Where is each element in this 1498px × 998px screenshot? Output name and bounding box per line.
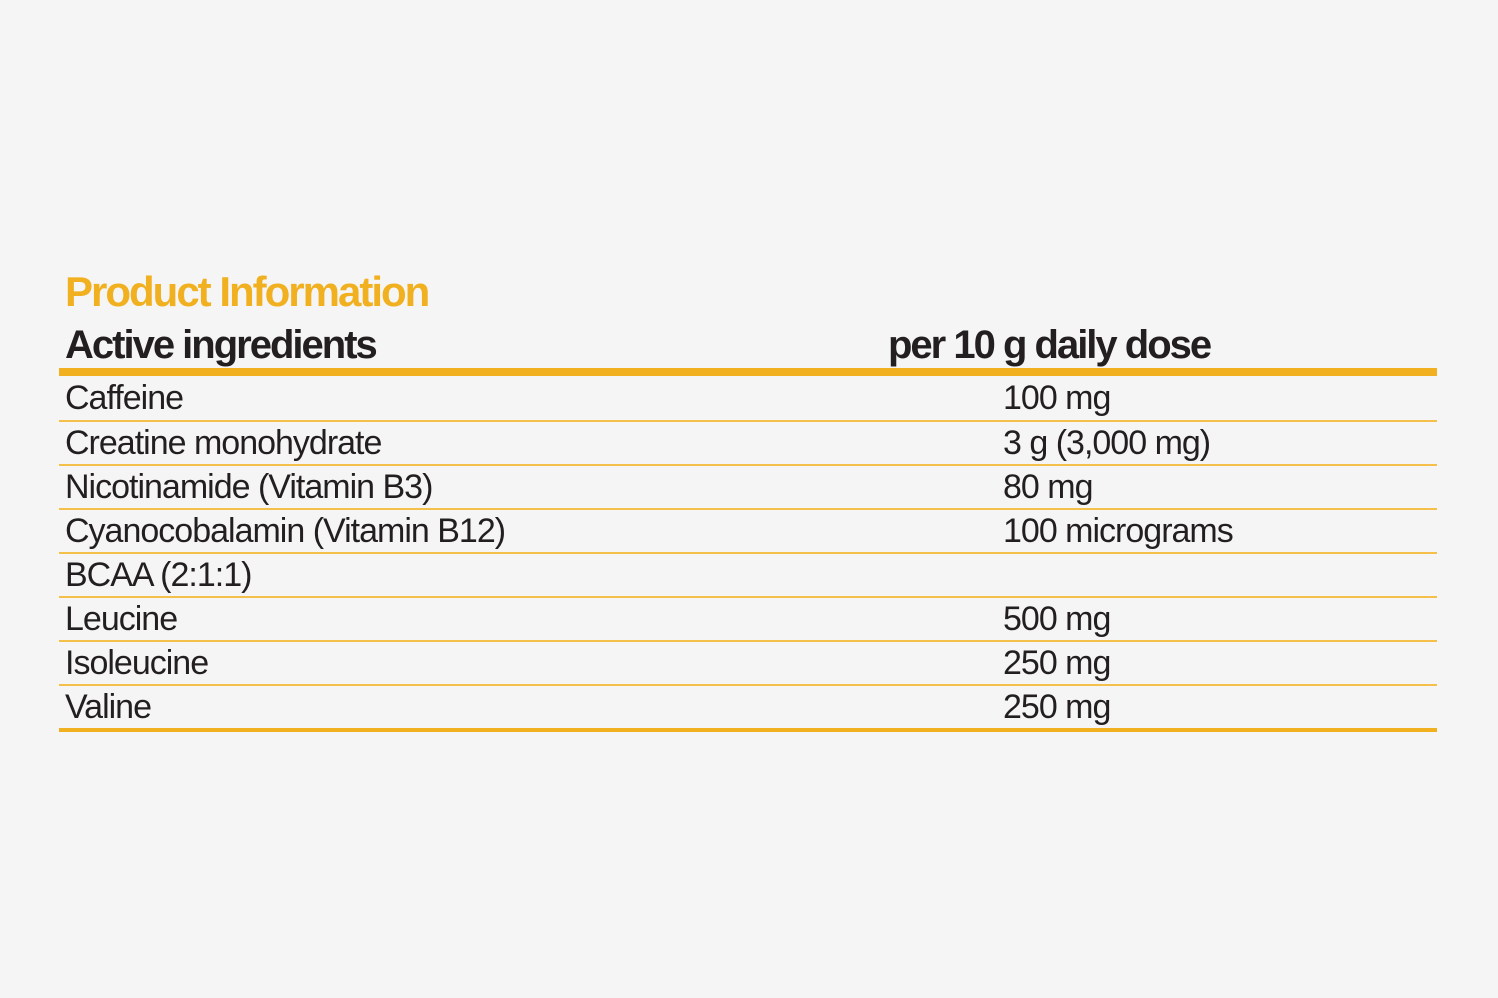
ingredient: Cyanocobalamin (Vitamin B12): [65, 511, 506, 550]
ingredient: BCAA (2:1:1): [65, 555, 252, 594]
table-row: Cyanocobalamin (Vitamin B12) 100 microgra…: [59, 508, 1437, 552]
table-row: Caffeine 100 mg: [59, 376, 1437, 420]
amount: 500 mg: [1003, 599, 1111, 638]
ingredient: Isoleucine: [65, 643, 209, 682]
table-header: Active ingredients per 10 g daily dose: [59, 316, 1437, 376]
table-row: Leucine 500 mg: [59, 596, 1437, 640]
product-table: Product Information Active ingredients p…: [59, 268, 1437, 732]
amount: 80 mg: [1003, 467, 1093, 506]
header-cell: Active ingredients: [65, 323, 378, 367]
table-body: Caffeine 100 mg Creatine monohydrate 3 g (3…: [59, 376, 1437, 732]
ingredient: Leucine: [65, 599, 178, 638]
amount: 100 micrograms: [1003, 511, 1234, 550]
ingredient: Creatine monohydrate: [65, 423, 382, 462]
ingredient: Nicotinamide (Vitamin B3): [65, 467, 433, 506]
ingredient: Valine: [65, 687, 152, 726]
amount: 3 g (3,000 mg): [1003, 423, 1211, 462]
title: Product Information: [65, 268, 430, 315]
table-row: Isoleucine 250 mg: [59, 640, 1437, 684]
table-row: Creatine monohydrate 3 g (3,000 mg): [59, 420, 1437, 464]
ingredient: Caffeine: [65, 378, 184, 417]
amount: 100 mg: [1003, 378, 1111, 417]
table-row: BCAA (2:1:1): [59, 552, 1437, 596]
table-row: Valine 250 mg: [59, 684, 1437, 728]
amount: 250 mg: [1003, 643, 1111, 682]
table-row: Nicotinamide (Vitamin B3) 80 mg: [59, 464, 1437, 508]
amount: 250 mg: [1003, 687, 1111, 726]
header-cell: per 10 g daily dose: [888, 323, 1212, 367]
